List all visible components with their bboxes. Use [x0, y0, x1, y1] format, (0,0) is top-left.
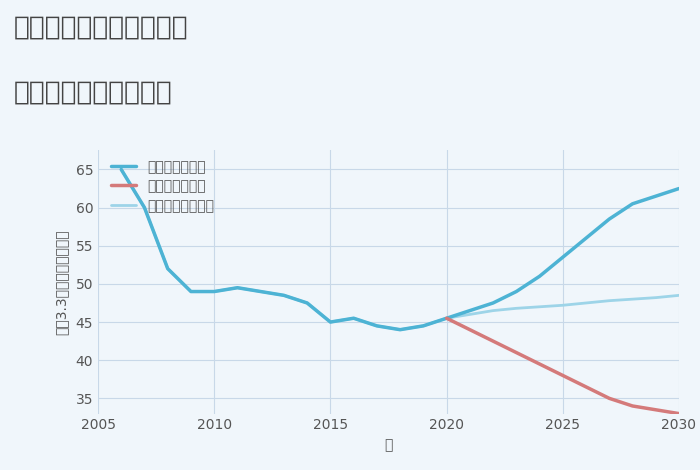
ノーマルシナリオ	[419, 323, 428, 329]
グッドシナリオ	[164, 266, 172, 272]
ノーマルシナリオ	[256, 289, 265, 294]
グッドシナリオ	[117, 167, 125, 172]
バッドシナリオ	[489, 338, 497, 344]
Line: ノーマルシナリオ: ノーマルシナリオ	[121, 170, 679, 329]
グッドシナリオ	[256, 289, 265, 294]
グッドシナリオ	[210, 289, 218, 294]
グッドシナリオ	[396, 327, 405, 332]
ノーマルシナリオ	[280, 292, 288, 298]
バッドシナリオ	[466, 327, 474, 332]
グッドシナリオ	[303, 300, 312, 306]
グッドシナリオ	[629, 201, 637, 207]
ノーマルシナリオ	[326, 319, 335, 325]
X-axis label: 年: 年	[384, 438, 393, 452]
グッドシナリオ	[280, 292, 288, 298]
ノーマルシナリオ	[372, 323, 381, 329]
バッドシナリオ	[629, 403, 637, 409]
グッドシナリオ	[140, 205, 148, 211]
グッドシナリオ	[489, 300, 497, 306]
グッドシナリオ	[326, 319, 335, 325]
ノーマルシナリオ	[512, 306, 521, 311]
ノーマルシナリオ	[605, 298, 613, 304]
ノーマルシナリオ	[396, 327, 405, 332]
ノーマルシナリオ	[164, 266, 172, 272]
ノーマルシナリオ	[117, 167, 125, 172]
ノーマルシナリオ	[489, 308, 497, 313]
バッドシナリオ	[536, 361, 544, 367]
ノーマルシナリオ	[675, 292, 683, 298]
グッドシナリオ	[652, 193, 660, 199]
グッドシナリオ	[233, 285, 242, 290]
ノーマルシナリオ	[210, 289, 218, 294]
グッドシナリオ	[466, 308, 474, 313]
グッドシナリオ	[536, 274, 544, 279]
ノーマルシナリオ	[140, 205, 148, 211]
グッドシナリオ	[442, 315, 451, 321]
バッドシナリオ	[605, 396, 613, 401]
ノーマルシナリオ	[652, 295, 660, 300]
ノーマルシナリオ	[466, 312, 474, 317]
ノーマルシナリオ	[187, 289, 195, 294]
バッドシナリオ	[512, 350, 521, 355]
ノーマルシナリオ	[629, 297, 637, 302]
ノーマルシナリオ	[233, 285, 242, 290]
バッドシナリオ	[559, 373, 567, 378]
ノーマルシナリオ	[349, 315, 358, 321]
グッドシナリオ	[605, 216, 613, 222]
グッドシナリオ	[512, 289, 521, 294]
グッドシナリオ	[372, 323, 381, 329]
グッドシナリオ	[187, 289, 195, 294]
Text: 中古戸建ての価格推移: 中古戸建ての価格推移	[14, 80, 173, 106]
ノーマルシナリオ	[442, 315, 451, 321]
Line: バッドシナリオ: バッドシナリオ	[447, 318, 679, 414]
グッドシナリオ	[419, 323, 428, 329]
グッドシナリオ	[559, 254, 567, 260]
Y-axis label: 坪（3.3㎡）単価（万円）: 坪（3.3㎡）単価（万円）	[55, 229, 69, 335]
バッドシナリオ	[675, 411, 683, 416]
ノーマルシナリオ	[303, 300, 312, 306]
ノーマルシナリオ	[582, 300, 590, 306]
Text: 三重県津市一志町石橋の: 三重県津市一志町石橋の	[14, 14, 188, 40]
Legend: グッドシナリオ, バッドシナリオ, ノーマルシナリオ: グッドシナリオ, バッドシナリオ, ノーマルシナリオ	[111, 160, 214, 213]
バッドシナリオ	[582, 384, 590, 390]
バッドシナリオ	[442, 315, 451, 321]
グッドシナリオ	[582, 235, 590, 241]
グッドシナリオ	[675, 186, 683, 191]
ノーマルシナリオ	[559, 303, 567, 308]
Line: グッドシナリオ: グッドシナリオ	[121, 170, 679, 329]
バッドシナリオ	[652, 407, 660, 413]
グッドシナリオ	[349, 315, 358, 321]
ノーマルシナリオ	[536, 304, 544, 310]
